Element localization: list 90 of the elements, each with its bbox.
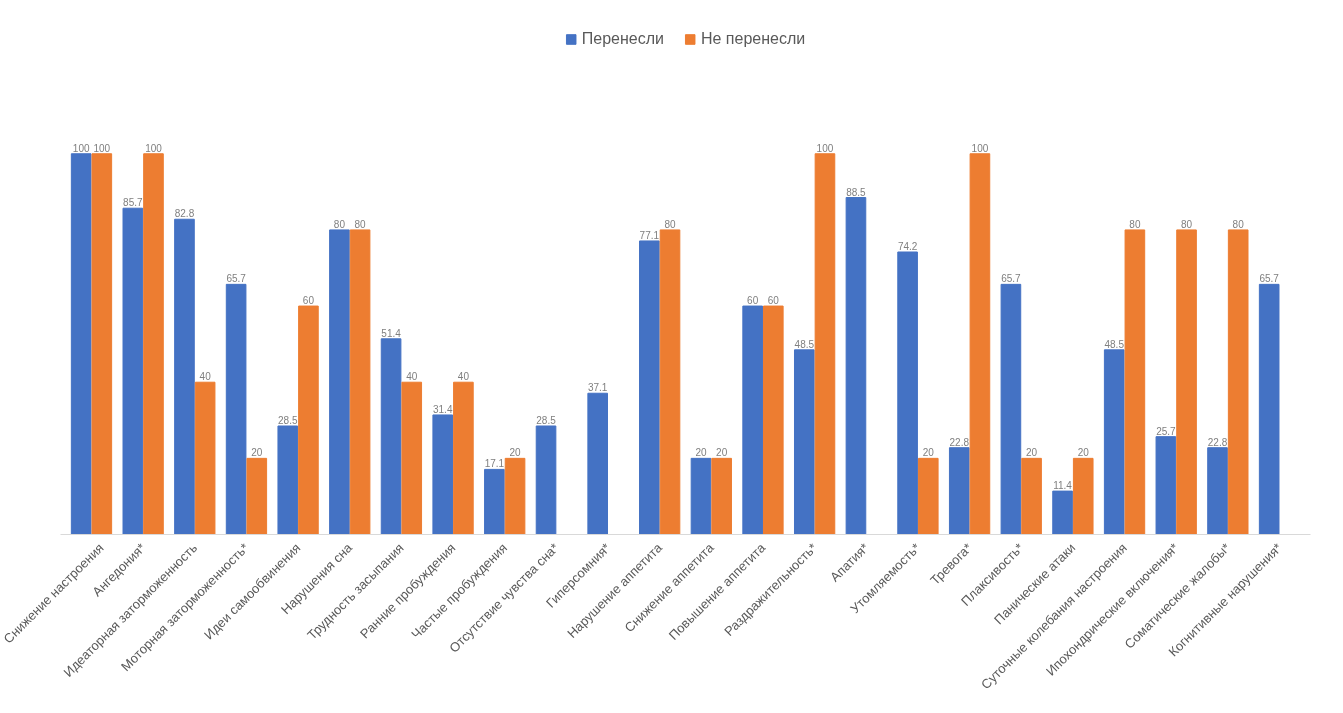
data-label: 80 bbox=[664, 218, 676, 230]
bar bbox=[1000, 283, 1022, 535]
bar bbox=[432, 414, 454, 535]
bar bbox=[711, 457, 732, 535]
data-label: 100 bbox=[971, 142, 989, 154]
data-label: 28.5 bbox=[536, 414, 557, 426]
bar bbox=[1124, 229, 1146, 535]
bar bbox=[380, 338, 402, 535]
data-label: 20 bbox=[509, 447, 522, 459]
bar bbox=[969, 153, 991, 535]
data-label: 11.4 bbox=[1053, 480, 1073, 492]
data-label: 74.2 bbox=[897, 240, 918, 252]
data-label: 20 bbox=[716, 447, 728, 459]
bar bbox=[1227, 229, 1249, 535]
data-label: 40 bbox=[406, 371, 418, 383]
data-label: 88.5 bbox=[846, 186, 867, 198]
bar bbox=[1052, 490, 1073, 535]
data-label: 65.7 bbox=[1001, 273, 1022, 285]
bar bbox=[793, 349, 815, 535]
data-label: 28.5 bbox=[278, 414, 298, 426]
bar bbox=[194, 381, 216, 535]
data-label: 65.7 bbox=[1259, 273, 1280, 285]
bar bbox=[639, 240, 660, 535]
data-label: 31.4 bbox=[433, 403, 453, 415]
bar bbox=[917, 457, 939, 535]
data-label: 51.4 bbox=[381, 327, 402, 339]
bar bbox=[535, 425, 557, 535]
data-label: 20 bbox=[251, 447, 263, 459]
bar bbox=[659, 229, 681, 535]
bar bbox=[225, 283, 247, 535]
data-label: 40 bbox=[457, 371, 470, 383]
data-label: 17.1 bbox=[484, 458, 505, 470]
bar bbox=[845, 197, 867, 535]
data-label: 85.7 bbox=[123, 197, 143, 209]
data-label: 60 bbox=[302, 295, 315, 307]
bar bbox=[814, 153, 836, 535]
data-label: 77.1 bbox=[639, 229, 660, 241]
bar bbox=[70, 153, 92, 535]
data-label: 80 bbox=[1180, 218, 1193, 230]
data-label: 20 bbox=[922, 447, 935, 459]
data-label: 100 bbox=[72, 142, 90, 154]
bar bbox=[329, 229, 350, 535]
data-label: 20 bbox=[1077, 447, 1090, 459]
bar bbox=[1176, 229, 1197, 535]
data-label: 20 bbox=[1026, 447, 1038, 459]
bar bbox=[897, 251, 918, 535]
bar bbox=[948, 447, 970, 535]
data-label: 48.5 bbox=[1104, 338, 1125, 350]
bar bbox=[504, 457, 526, 535]
bar bbox=[174, 218, 195, 535]
bar bbox=[763, 305, 784, 535]
data-label: 37.1 bbox=[587, 382, 608, 394]
bar bbox=[349, 229, 371, 535]
bar bbox=[143, 153, 164, 535]
data-label: 60 bbox=[767, 295, 780, 307]
data-label: 40 bbox=[199, 371, 212, 383]
bar bbox=[1103, 349, 1125, 535]
bar bbox=[587, 392, 608, 535]
data-label: 25.7 bbox=[1156, 425, 1177, 437]
data-label: 100 bbox=[816, 142, 834, 154]
data-label: 65.7 bbox=[226, 273, 247, 285]
bar bbox=[122, 207, 144, 535]
legend-label: Не перенесли bbox=[700, 30, 806, 48]
bar bbox=[401, 381, 423, 535]
bar bbox=[1258, 283, 1280, 535]
data-label: 48.5 bbox=[794, 338, 815, 350]
bar bbox=[277, 425, 299, 535]
bar bbox=[298, 305, 319, 535]
data-label: 60 bbox=[747, 295, 759, 307]
data-label: 22.8 bbox=[949, 436, 970, 448]
data-label: 100 bbox=[145, 142, 163, 154]
bar bbox=[742, 305, 763, 535]
bar bbox=[1207, 447, 1228, 535]
bar bbox=[1155, 436, 1177, 535]
data-label: 20 bbox=[695, 447, 707, 459]
bar bbox=[91, 153, 113, 535]
bar bbox=[246, 457, 268, 535]
bar bbox=[1021, 457, 1042, 535]
bar bbox=[484, 468, 505, 535]
bar bbox=[1072, 457, 1094, 535]
data-label: 80 bbox=[354, 218, 367, 230]
legend-label: Перенесли bbox=[581, 30, 664, 48]
data-label: 100 bbox=[93, 142, 111, 154]
bar bbox=[690, 457, 712, 535]
data-label: 82.8 bbox=[174, 208, 195, 220]
data-label: 22.8 bbox=[1207, 436, 1228, 448]
data-label: 80 bbox=[1129, 218, 1141, 230]
data-label: 80 bbox=[333, 218, 346, 230]
data-label: 80 bbox=[1232, 218, 1245, 230]
bar bbox=[453, 381, 474, 535]
